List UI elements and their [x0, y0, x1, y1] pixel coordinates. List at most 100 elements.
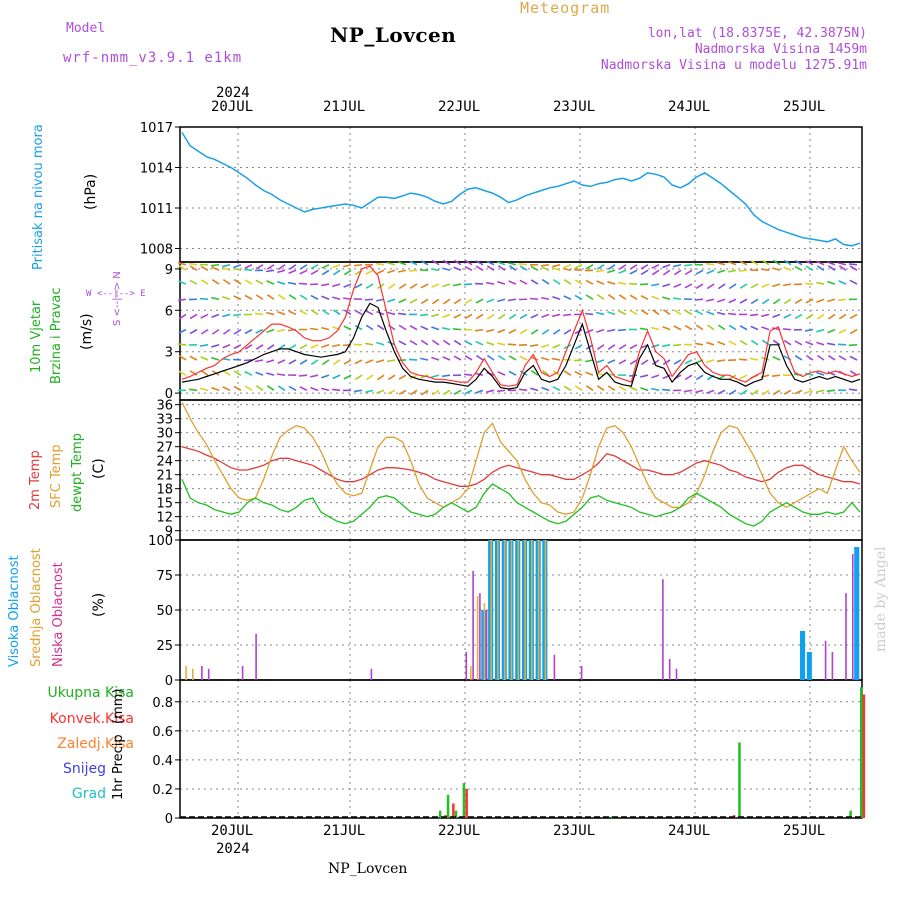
wind-barb — [585, 312, 594, 316]
wind-barb — [464, 298, 473, 304]
wind-barb — [585, 359, 594, 363]
page-title: NP_Lovcen — [330, 23, 457, 47]
wind-barb — [497, 298, 506, 303]
wind-barb — [507, 298, 517, 302]
cloud-bar — [370, 668, 373, 680]
wind-barb — [838, 262, 847, 266]
wind-barb — [529, 297, 539, 301]
wind-barb — [200, 279, 209, 285]
wind-barb — [739, 389, 748, 396]
lonlat: lon,lat (18.8375E, 42.3875N) — [647, 26, 867, 41]
wind-barb — [310, 359, 319, 366]
wind-barb — [684, 324, 693, 331]
wind-barb — [177, 298, 187, 302]
wind-barb — [596, 372, 605, 376]
wind-barb — [211, 356, 220, 361]
wind-barb — [398, 389, 407, 395]
wind-barb — [662, 264, 671, 269]
wind-barb — [552, 386, 561, 392]
precip-bar — [738, 742, 741, 818]
panel-4: 0 0.2 0.4 0.6 0.8 — [152, 679, 863, 827]
y-tick-label: 1014 — [140, 162, 173, 177]
cloud-bar — [192, 668, 194, 680]
wind-barb — [541, 356, 550, 361]
wind-barb — [288, 269, 297, 274]
wind-barb — [188, 388, 198, 392]
wind-barb — [178, 262, 187, 266]
wind-barb — [563, 267, 572, 272]
wind-barb — [288, 310, 297, 316]
cloud-bar — [662, 579, 664, 680]
cloud-bar — [476, 596, 479, 680]
wind-barb — [772, 259, 781, 266]
wind-barb — [673, 263, 682, 268]
wind-barb — [255, 344, 264, 350]
wind-barb — [409, 298, 418, 304]
wind-barb — [573, 268, 583, 272]
y-tick-label: 24 — [156, 455, 173, 470]
wind-barb — [530, 313, 539, 319]
wind-barb — [738, 358, 748, 361]
y-tick-label: 33 — [156, 413, 173, 428]
date-tick-label: 20JUL — [211, 823, 254, 839]
wind-barb — [673, 309, 682, 316]
wind-barb — [739, 339, 748, 346]
wind-barb — [431, 389, 440, 396]
wind-barb — [211, 328, 220, 335]
wind-barb — [189, 355, 198, 361]
wind-barb — [562, 313, 572, 317]
wind-barb — [827, 280, 836, 285]
wind-barb — [848, 388, 858, 392]
wind-barb — [200, 387, 209, 392]
wind-barb — [343, 269, 352, 276]
wind-barb — [243, 268, 253, 272]
y-tick-label: 9 — [165, 263, 173, 278]
wind-barb — [574, 328, 583, 335]
wind-barb — [420, 313, 429, 317]
wind-barb — [277, 359, 286, 364]
wind-barb — [738, 269, 748, 272]
wind-barb — [310, 344, 319, 349]
wind-barb — [717, 261, 726, 266]
precip-bar — [446, 794, 450, 818]
wind-barb — [541, 296, 550, 301]
wind-barb — [266, 294, 275, 300]
wind-barb — [783, 266, 792, 272]
wind-barb — [750, 325, 759, 331]
wind-barb — [442, 356, 451, 361]
cloud-bar — [510, 540, 513, 680]
wind-barb — [277, 264, 286, 270]
wind-barb — [265, 269, 275, 273]
date-tick-label: 20JUL — [211, 99, 254, 115]
wind-barb — [772, 389, 781, 396]
wind-barb — [640, 309, 649, 316]
model-label: Model — [66, 21, 106, 36]
wind-barb — [827, 261, 836, 266]
wind-barb — [750, 339, 759, 346]
wind-barb — [387, 269, 396, 274]
cloud-bar — [852, 554, 854, 680]
wind-barb — [519, 265, 528, 271]
wind-barb — [353, 389, 363, 393]
wind-barb — [343, 374, 352, 380]
cloud-bar — [207, 668, 210, 680]
wind-barb — [354, 283, 363, 289]
wind-barb — [233, 385, 242, 392]
wind-barb — [178, 355, 187, 361]
wind-barb — [585, 279, 594, 285]
cloud-bar — [845, 593, 847, 680]
wind-barb — [761, 326, 770, 331]
wind-barb — [189, 328, 198, 335]
wind-barb — [717, 324, 726, 331]
wind-barb — [463, 283, 473, 286]
wind-barb — [849, 265, 858, 271]
wind-barb — [310, 374, 319, 378]
wind-barb — [837, 343, 847, 346]
wind-barb — [827, 313, 836, 320]
wind-barb — [233, 295, 242, 300]
wind-barb — [365, 269, 374, 275]
wind-barb — [475, 260, 484, 266]
wind-barb — [772, 355, 781, 361]
wind-barb — [354, 263, 363, 267]
wind-barb — [288, 294, 297, 300]
